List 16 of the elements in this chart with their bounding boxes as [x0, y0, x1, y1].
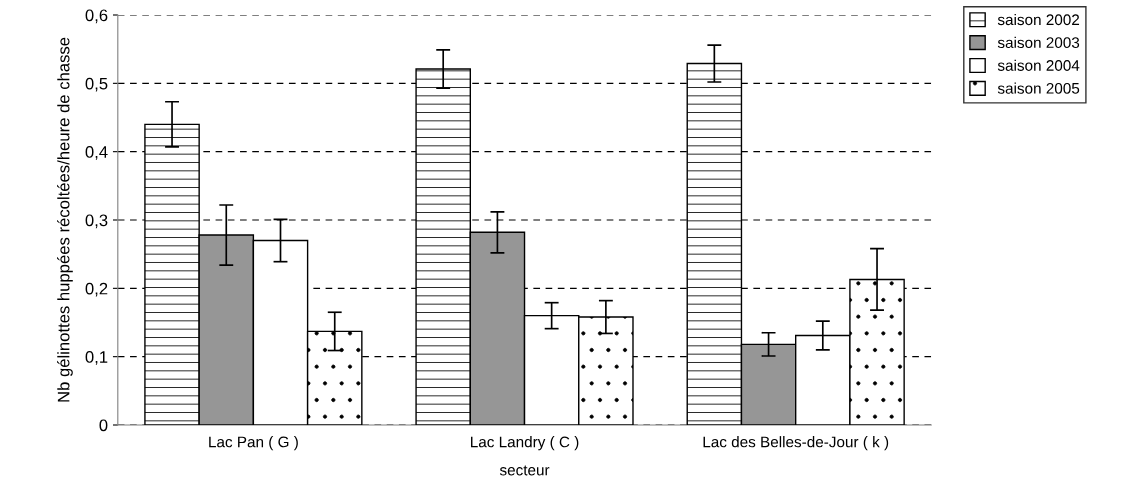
y-tick-label: 0 [99, 419, 108, 432]
legend-label: saison 2005 [997, 82, 1080, 94]
y-tick-label: 0,5 [85, 77, 108, 92]
legend-label: saison 2003 [997, 36, 1080, 49]
y-tick-label: 0,6 [85, 9, 108, 24]
x-axis-title: secteur [499, 465, 550, 476]
legend-label: saison 2004 [997, 59, 1080, 71]
legend-label: saison 2002 [997, 13, 1080, 26]
x-tick-label: Lac Pan ( G ) [209, 436, 298, 451]
y-tick-label: 0,1 [85, 351, 108, 365]
y-axis-title: Nb gélinottes huppées récoltées/heure de chasse [57, 37, 73, 402]
y-tick-label: 0,4 [85, 146, 108, 160]
y-tick-label: 0,3 [85, 214, 108, 229]
x-tick-label: Lac Landry ( C ) [471, 436, 579, 451]
y-tick-label: 0,2 [85, 282, 108, 297]
x-tick-label: Lac des Belles-de-Jour ( k ) [703, 436, 889, 451]
